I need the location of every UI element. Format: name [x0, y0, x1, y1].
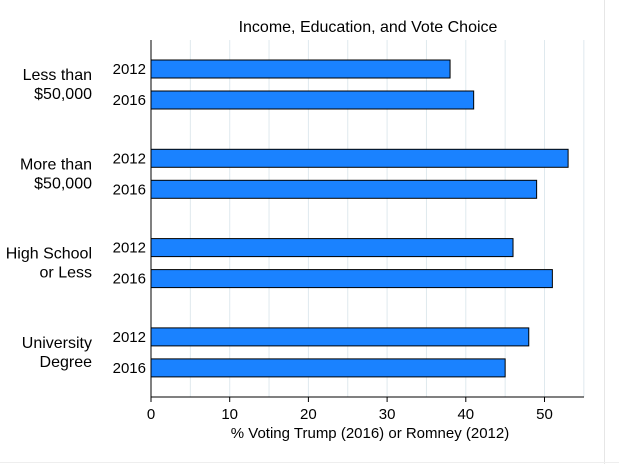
group-label-line: Less than: [23, 67, 92, 84]
bar-1-2012: [150, 148, 569, 168]
group-label-line: More than: [20, 156, 92, 173]
bar-0-2012: [150, 59, 451, 79]
bar-3-2012: [150, 327, 530, 347]
bar-2-2016: [150, 269, 553, 289]
bar-year-label: 2016: [113, 360, 146, 377]
x-tick-label: 50: [536, 406, 553, 423]
bar-1-2016: [150, 179, 538, 199]
x-axis-ticks: 0 10 20 30 40 50: [147, 397, 553, 423]
group-label-line: Degree: [40, 354, 93, 371]
bar-year-label: 2012: [113, 150, 146, 167]
x-tick-label: 40: [457, 406, 474, 423]
x-tick-label: 10: [221, 406, 238, 423]
bar-year-label: 2016: [113, 92, 146, 109]
x-tick-label: 0: [147, 406, 155, 423]
bar-year-label: 2012: [113, 329, 146, 346]
group-label-line: High School: [6, 246, 92, 263]
bar-year-label: 2012: [113, 61, 146, 78]
chart-title: Income, Education, and Vote Choice: [239, 19, 498, 36]
right-border-rule: [604, 0, 605, 464]
x-tick-label: 20: [300, 406, 317, 423]
group-label-line: University: [22, 335, 92, 352]
group-label-line: $50,000: [34, 86, 92, 103]
bars: [150, 59, 569, 378]
group-label-line: or Less: [40, 265, 92, 282]
bar-2-2012: [150, 238, 514, 258]
x-axis-label: % Voting Trump (2016) or Romney (2012): [231, 425, 509, 442]
bar-3-2016: [150, 358, 506, 378]
bar-year-label: 2012: [113, 240, 146, 257]
bar-year-label: 2016: [113, 271, 146, 288]
bar-0-2016: [150, 90, 475, 110]
category-labels: 2012 2016 Less than $50,000 2012 2016 More tha…: [6, 61, 146, 377]
group-label-line: $50,000: [34, 175, 92, 192]
x-tick-label: 30: [379, 406, 396, 423]
bar-year-label: 2016: [113, 181, 146, 198]
bottom-border-rule: [0, 462, 619, 463]
